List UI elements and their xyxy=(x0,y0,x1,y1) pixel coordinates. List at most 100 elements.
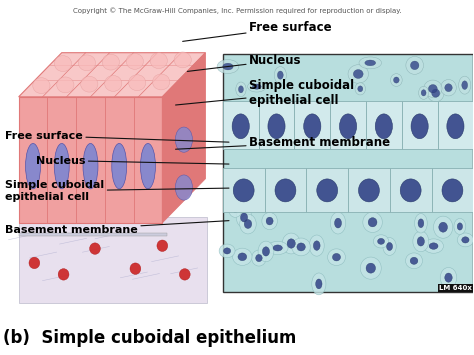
Ellipse shape xyxy=(445,273,452,282)
Ellipse shape xyxy=(339,114,356,139)
Ellipse shape xyxy=(363,212,383,233)
Bar xyxy=(402,102,438,149)
Ellipse shape xyxy=(454,218,466,235)
Ellipse shape xyxy=(439,222,447,232)
Ellipse shape xyxy=(391,74,402,86)
Ellipse shape xyxy=(102,54,119,70)
Ellipse shape xyxy=(273,245,283,251)
Bar xyxy=(264,168,306,212)
Ellipse shape xyxy=(130,263,141,274)
Ellipse shape xyxy=(175,127,192,152)
Ellipse shape xyxy=(375,114,392,139)
Ellipse shape xyxy=(335,218,341,228)
Ellipse shape xyxy=(57,77,74,93)
Ellipse shape xyxy=(29,257,40,269)
Ellipse shape xyxy=(126,54,144,69)
Ellipse shape xyxy=(370,197,376,206)
Bar xyxy=(294,102,330,149)
Ellipse shape xyxy=(292,238,310,256)
Ellipse shape xyxy=(252,250,266,266)
Ellipse shape xyxy=(374,235,389,248)
Ellipse shape xyxy=(266,217,273,225)
Text: Copyright © The McGraw-Hill Companies, Inc. Permission required for reproduction: Copyright © The McGraw-Hill Companies, I… xyxy=(73,7,401,14)
Ellipse shape xyxy=(219,244,235,258)
Ellipse shape xyxy=(415,214,427,233)
Ellipse shape xyxy=(447,114,464,139)
Bar xyxy=(306,168,348,212)
Ellipse shape xyxy=(410,257,418,264)
Bar xyxy=(18,233,167,236)
Ellipse shape xyxy=(418,219,424,228)
Bar xyxy=(259,102,294,149)
Bar xyxy=(390,168,431,212)
Ellipse shape xyxy=(287,239,295,248)
Ellipse shape xyxy=(274,67,286,84)
Ellipse shape xyxy=(353,70,363,78)
Ellipse shape xyxy=(55,143,69,189)
Ellipse shape xyxy=(277,71,283,79)
Ellipse shape xyxy=(150,53,167,69)
Ellipse shape xyxy=(140,143,155,189)
Ellipse shape xyxy=(33,78,50,94)
Ellipse shape xyxy=(90,243,100,254)
Ellipse shape xyxy=(358,179,379,202)
Ellipse shape xyxy=(378,239,384,244)
Ellipse shape xyxy=(358,86,363,92)
Text: Simple cuboidal
epithelial cell: Simple cuboidal epithelial cell xyxy=(5,180,229,202)
Ellipse shape xyxy=(366,263,375,273)
Ellipse shape xyxy=(432,89,440,97)
Ellipse shape xyxy=(304,114,321,139)
Ellipse shape xyxy=(383,237,396,255)
Bar xyxy=(438,102,474,149)
Ellipse shape xyxy=(428,84,444,102)
Ellipse shape xyxy=(393,77,399,83)
Ellipse shape xyxy=(440,268,457,288)
Ellipse shape xyxy=(233,179,254,202)
Ellipse shape xyxy=(317,179,337,202)
Ellipse shape xyxy=(224,248,231,254)
Ellipse shape xyxy=(441,80,456,96)
Ellipse shape xyxy=(355,83,365,95)
Ellipse shape xyxy=(128,75,146,91)
Ellipse shape xyxy=(240,213,247,222)
Ellipse shape xyxy=(262,212,277,230)
Ellipse shape xyxy=(179,269,190,280)
Ellipse shape xyxy=(368,218,377,227)
Ellipse shape xyxy=(233,248,252,266)
Ellipse shape xyxy=(316,279,322,289)
Ellipse shape xyxy=(332,253,340,261)
Bar xyxy=(18,97,162,223)
Ellipse shape xyxy=(81,76,98,92)
Ellipse shape xyxy=(175,175,192,200)
Bar xyxy=(348,168,390,212)
Ellipse shape xyxy=(238,253,246,261)
Ellipse shape xyxy=(244,219,252,229)
Bar xyxy=(431,168,474,212)
Text: Free surface: Free surface xyxy=(5,131,229,142)
Text: Basement membrane: Basement membrane xyxy=(5,221,229,235)
Ellipse shape xyxy=(157,240,168,251)
Ellipse shape xyxy=(232,114,249,139)
Ellipse shape xyxy=(58,269,69,280)
Ellipse shape xyxy=(78,55,96,71)
Ellipse shape xyxy=(413,231,429,252)
Bar xyxy=(223,102,259,149)
Text: Basement membrane: Basement membrane xyxy=(175,136,390,149)
Ellipse shape xyxy=(312,273,326,295)
Text: (b)  Simple cuboidal epithelium: (b) Simple cuboidal epithelium xyxy=(3,329,296,348)
Polygon shape xyxy=(162,53,205,223)
Ellipse shape xyxy=(348,65,368,83)
Ellipse shape xyxy=(282,233,300,254)
Ellipse shape xyxy=(424,239,444,253)
Ellipse shape xyxy=(411,114,428,139)
Ellipse shape xyxy=(223,63,233,70)
Polygon shape xyxy=(18,53,205,97)
Ellipse shape xyxy=(55,56,72,71)
Ellipse shape xyxy=(462,81,468,89)
Text: Free surface: Free surface xyxy=(182,21,331,42)
Ellipse shape xyxy=(255,255,262,262)
Ellipse shape xyxy=(428,84,437,93)
Ellipse shape xyxy=(26,143,40,189)
Ellipse shape xyxy=(360,257,381,279)
Bar xyxy=(366,102,402,149)
